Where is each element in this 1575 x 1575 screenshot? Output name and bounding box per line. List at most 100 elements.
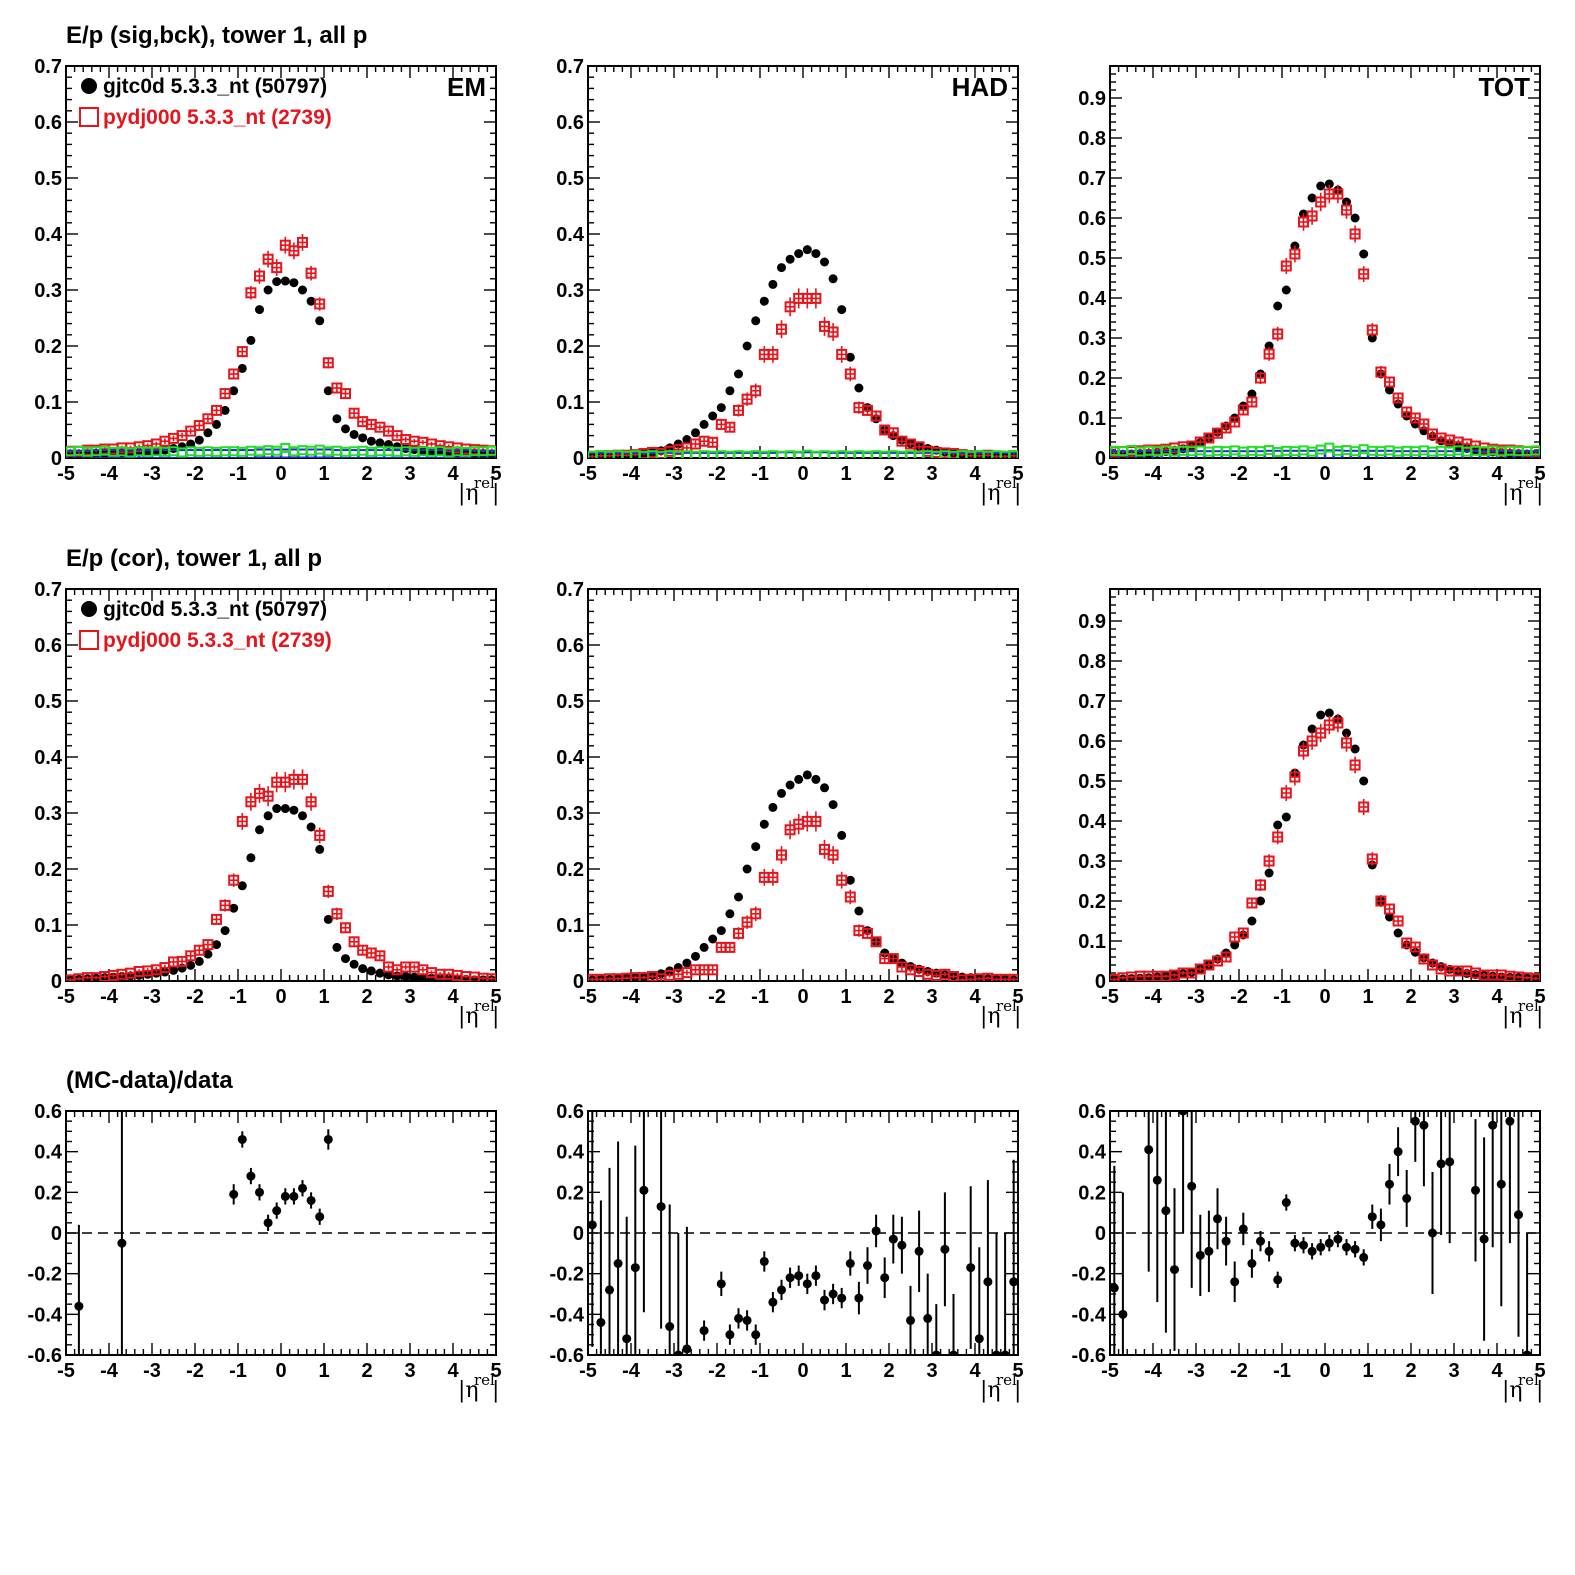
mc-marker [707,964,719,976]
x-tick-label: 5 [1012,1360,1023,1382]
x-tick-label: 0 [1319,463,1330,485]
sig-bck-marker [1008,450,1018,458]
x-tick-label: 4 [447,1360,459,1382]
data-marker [375,968,385,978]
data-marker [1264,868,1274,878]
ratio-marker [914,1246,924,1256]
data-marker [665,443,675,453]
sig-bck-marker [1272,447,1283,457]
data-marker [785,254,795,264]
data-marker [1230,940,1240,950]
mc-marker [348,407,360,419]
row-title-1: E/p (sig,bck), tower 1, all p [66,22,367,49]
mc-marker [1418,953,1430,965]
sig-bck-marker [776,451,787,458]
legend-data-marker [81,78,97,94]
data-marker [246,335,256,345]
data-marker [785,780,795,790]
data-marker [280,804,290,814]
y-tick-label: 0.1 [1078,408,1106,430]
mc-marker [784,301,796,313]
data-marker [298,285,307,295]
y-tick-label: 0.4 [556,747,585,769]
mc-marker [1392,392,1404,404]
ratio-marker [639,1185,649,1195]
ratio-marker [1195,1250,1205,1260]
x-tick-label: -4 [622,463,641,485]
ratio-marker [734,1313,743,1323]
ratio-marker [1402,1193,1412,1203]
mc-marker [741,916,753,928]
ratio-marker [1342,1242,1351,1252]
data-marker [358,433,368,443]
mc-marker [279,239,291,251]
sig-bck-marker [742,451,753,458]
x-tick-label: 3 [926,986,937,1008]
ratio-marker [229,1189,239,1199]
data-marker [699,942,709,952]
y-tick-label: 0.5 [34,168,62,190]
data-marker [212,419,221,429]
x-tick-label: 5 [490,1360,501,1382]
x-tick-label: -4 [100,463,119,485]
mc-marker [305,796,317,808]
data-marker [759,296,769,306]
mc-marker [297,773,308,785]
data-marker [341,424,350,434]
y-tick-label: 0.4 [1078,288,1107,310]
mc-marker [1315,727,1327,739]
x-tick-label: 4 [969,986,981,1008]
ratio-marker [897,1240,907,1250]
y-tick-label: 0.2 [556,1182,584,1204]
mc-marker [836,348,848,360]
data-marker [734,892,743,902]
data-marker [1256,896,1265,906]
x-tick-label: 0 [797,1360,808,1382]
legend-data-label: gjtc0d 5.3.3_nt (50797) [103,75,327,98]
data-marker [306,296,316,306]
data-marker [409,972,419,981]
y-tick-label: -0.2 [550,1264,584,1286]
x-axis-label: |η [1502,481,1523,506]
mc-marker [1280,787,1292,799]
mc-marker [211,913,222,925]
data-marker [1359,249,1369,259]
data-marker [845,875,855,885]
x-axis-label: |η [1502,1378,1523,1403]
data-marker [392,442,402,452]
x-tick-label: 5 [1012,463,1023,485]
ratio-marker [1488,1120,1498,1130]
y-tick-label: 0.2 [556,336,584,358]
y-tick-label: 0.2 [1078,891,1106,913]
y-tick-label: 0.6 [34,112,62,134]
x-axis-label-close: | [1014,1378,1021,1403]
sig-bck-marker [306,445,317,456]
y-tick-label: 0.1 [34,915,62,937]
sig-bck-marker [914,451,925,458]
sig-bck-marker [237,449,248,458]
x-tick-label: -1 [751,463,769,485]
mc-marker [810,815,822,827]
x-axis-label-close: | [492,481,499,506]
x-tick-label: -4 [1144,986,1163,1008]
data-marker [811,774,821,784]
mc-marker [1375,366,1387,378]
mc-marker [331,382,343,394]
data-marker [716,403,726,413]
data-layer [1110,1111,1532,1355]
sig-bck-marker [271,448,282,458]
ratio-marker [272,1206,282,1216]
data-marker [203,949,213,959]
sig-bck-marker [862,451,873,458]
ratio-marker [1256,1236,1265,1246]
x-tick-label: 2 [361,986,372,1008]
legend: gjtc0d 5.3.3_nt (50797) pydj000 5.3.3_nt … [79,598,332,652]
ratio-marker [1118,1309,1128,1319]
mc-marker [887,427,899,439]
plot-panel-r1c2: -5 -4 -3 -2 -1 0 1 2 3 4 5 0 0.1 0.2 0.3 0.4 0.5 0.6 0.7 0.… [1078,588,1546,1029]
mc-marker [750,908,762,920]
ratio-marker [1376,1220,1386,1230]
data-marker [186,439,196,449]
x-axis-label: |η [980,481,1001,506]
mc-marker [827,326,839,338]
